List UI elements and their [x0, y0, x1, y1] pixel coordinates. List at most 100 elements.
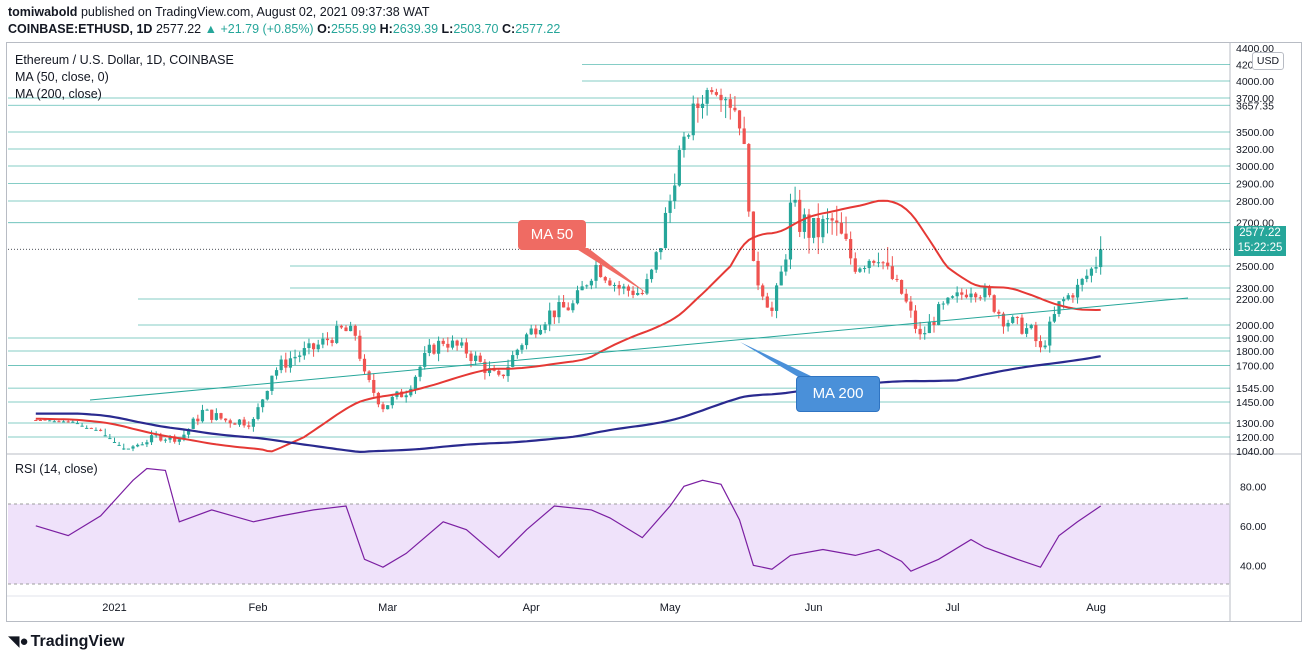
price-tick-label: 1300.00 [1236, 418, 1274, 430]
candle-body [284, 359, 288, 368]
close-value: 2577.22 [515, 22, 561, 36]
candle-body [367, 371, 371, 380]
candle-body [75, 423, 80, 425]
candle-body [108, 438, 112, 440]
time-tick-label: Jul [945, 602, 959, 614]
candle-body [728, 99, 732, 108]
ma50-callout[interactable]: MA 50 [518, 220, 586, 250]
candle-body [733, 107, 737, 111]
candle-body [274, 370, 279, 376]
candle-body [298, 355, 302, 357]
candle-body [321, 338, 325, 345]
price-change: ▲ +21.79 (+0.85%) [204, 22, 314, 36]
candle-body [844, 233, 848, 240]
candle-body [1034, 325, 1038, 342]
candle-body [1025, 328, 1029, 334]
price-tick-label: 2900.00 [1236, 179, 1274, 191]
ma50-callout-pointer [575, 248, 648, 294]
candle-body [404, 395, 408, 398]
candle-body [224, 418, 228, 421]
candle-body [978, 297, 982, 299]
candle-body [242, 419, 246, 426]
candle-body [279, 359, 283, 371]
candle-body [339, 325, 343, 328]
ma200-callout-pointer [740, 342, 815, 378]
candle-body [923, 333, 927, 335]
candle-body [784, 259, 788, 272]
candle-body [85, 427, 89, 429]
candle-body [344, 327, 348, 332]
legend-ma200[interactable]: MA (200, close) [15, 87, 102, 101]
currency-button[interactable]: USD [1252, 52, 1284, 70]
candle-body [1001, 313, 1006, 327]
candle-body [909, 301, 913, 311]
candle-body [381, 404, 385, 410]
candle-body [386, 405, 390, 410]
candle-body [330, 340, 334, 343]
tradingview-logo[interactable]: ◥● TradingView [8, 632, 125, 651]
candle-body [788, 202, 793, 260]
candle-body [529, 328, 533, 335]
open-value: 2555.99 [330, 22, 377, 36]
candle-body [918, 328, 922, 335]
candle-body [807, 214, 811, 238]
rsi-tick-label: 40.00 [1240, 560, 1266, 572]
candle-body [571, 303, 575, 311]
rsi-tick-label: 80.00 [1240, 481, 1266, 493]
chart-title[interactable]: Ethereum / U.S. Dollar, 1D, COINBASE [15, 53, 234, 67]
candle-body [524, 334, 529, 346]
candle-body [886, 262, 890, 267]
candle-body [1066, 295, 1070, 300]
candle-body [497, 370, 501, 375]
current-price-value: 2577.22 [1239, 227, 1281, 239]
candle-body [469, 353, 473, 361]
candle-body [390, 396, 394, 406]
price-tick-label: 1040.00 [1236, 446, 1274, 458]
candle-body [478, 355, 482, 362]
candle-body [737, 110, 742, 129]
candle-body [117, 444, 121, 446]
price-tick-label: 2300.00 [1236, 283, 1274, 295]
candle-body [941, 303, 945, 305]
publish-info: published on TradingView.com, August 02,… [80, 5, 430, 19]
candle-body [663, 212, 668, 249]
candle-body [136, 444, 140, 447]
candle-body [288, 358, 293, 368]
candle-body [1015, 316, 1019, 318]
candle-body [177, 439, 181, 442]
candle-body [1094, 267, 1098, 269]
candle-body [159, 434, 163, 441]
candle-body [793, 199, 797, 203]
candle-body [617, 284, 621, 289]
candle-body [409, 388, 413, 396]
candle-body [631, 290, 635, 295]
candle-body [719, 94, 723, 101]
time-tick-label: Aug [1086, 602, 1106, 614]
candle-body [145, 442, 149, 445]
candle-body [538, 329, 543, 335]
candle-body [747, 144, 751, 212]
ma200-callout[interactable]: MA 200 [796, 376, 880, 412]
price-tick-label: 4000.00 [1236, 76, 1274, 88]
candle-body [668, 201, 672, 213]
candle-body [960, 292, 964, 295]
candle-body [700, 103, 705, 109]
candle-body [436, 340, 441, 354]
rsi-tick-label: 60.00 [1240, 521, 1266, 533]
candle-body [362, 358, 367, 372]
candle-body [872, 260, 876, 263]
candle-body [1029, 325, 1033, 329]
chart-frame[interactable] [6, 42, 1302, 622]
price-tick-label: 1900.00 [1236, 333, 1274, 345]
candle-body [311, 343, 316, 350]
legend-rsi[interactable]: RSI (14, close) [15, 462, 98, 476]
candle-body [552, 310, 556, 318]
tradingview-mark-icon: ◥● [8, 633, 29, 650]
candle-body [589, 280, 593, 286]
candle-body [66, 421, 70, 423]
candle-body [543, 324, 547, 330]
legend-ma50[interactable]: MA (50, close, 0) [15, 70, 109, 84]
candle-body [460, 342, 464, 346]
candle-body [645, 279, 649, 294]
